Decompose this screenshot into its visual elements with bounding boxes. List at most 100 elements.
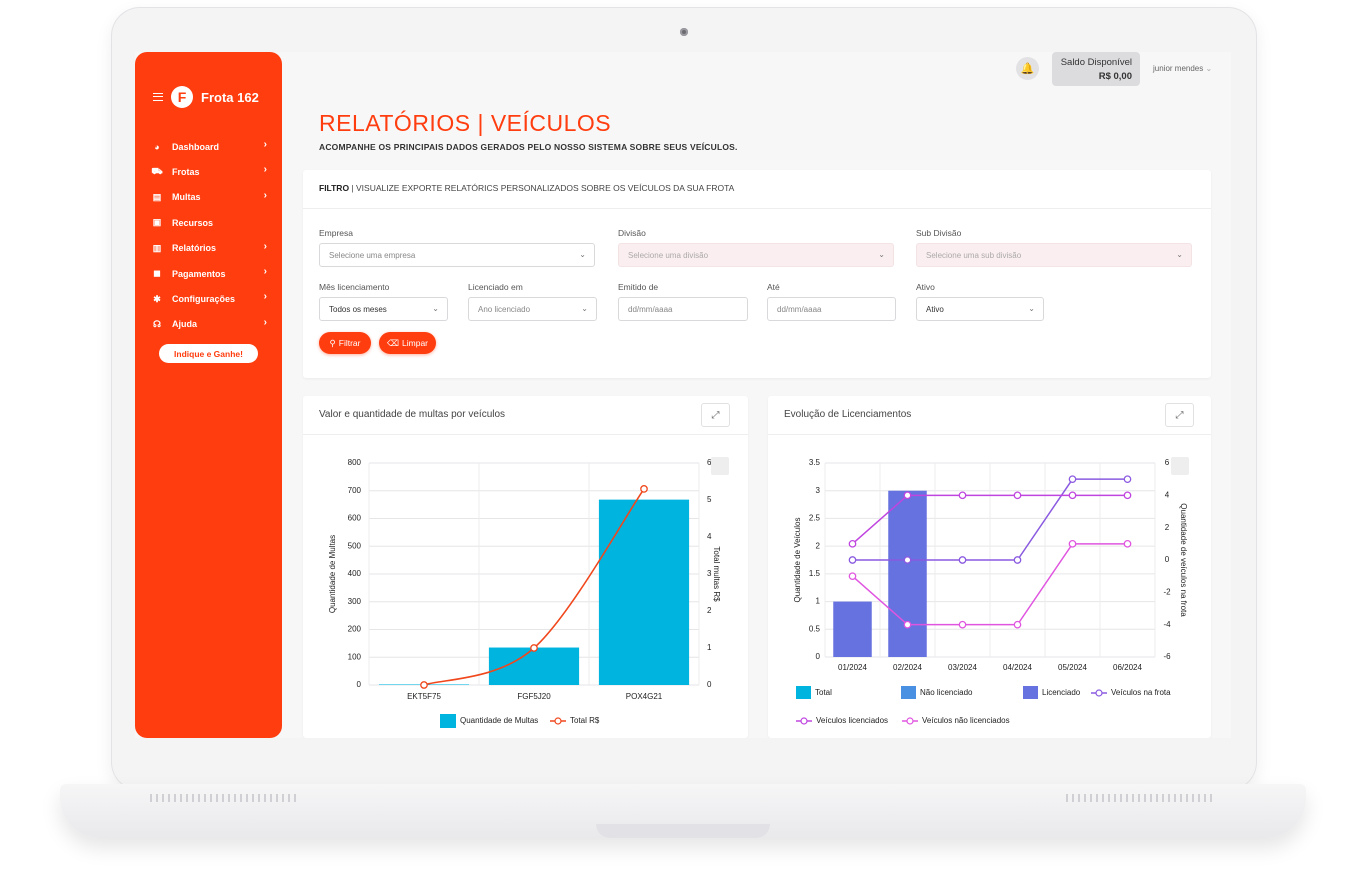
legend-label: Veículos na frota [1111, 688, 1171, 697]
gear-icon: ✱ [153, 293, 161, 304]
chevron-right-icon: › [263, 291, 267, 303]
line-point [1068, 475, 1077, 484]
divisao-placeholder: Selecione uma divisão [628, 251, 709, 260]
x-tick-label: EKT5F75 [407, 692, 441, 701]
eraser-icon: ⌫ [386, 337, 400, 348]
filter-heading: FILTRO | VISUALIZE EXPORTE RELATÓRICS PE… [319, 183, 734, 193]
y2-tick-label: 5 [707, 495, 712, 504]
y2-axis-label: Total multas R$ [712, 546, 721, 602]
sidebar: F Frota 162 ◕ Dashboard › ⛟ Frotas › ▤ Multas › ▣… [135, 52, 282, 738]
chevron-down-icon: ⌄ [1205, 64, 1213, 73]
chevron-right-icon: › [263, 265, 267, 277]
emitido-placeholder: dd/mm/aaaa [628, 305, 673, 314]
brand-name: Frota 162 [201, 89, 259, 105]
search-icon: ⚲ [329, 337, 336, 348]
bell-icon[interactable]: 🔔 [1016, 57, 1039, 80]
licenciado-select[interactable]: Ano licenciado ⌄ [468, 297, 597, 321]
indique-button[interactable]: Indique e Ganhe! [159, 344, 258, 363]
empresa-label: Empresa [319, 228, 354, 238]
y-tick-label: 700 [348, 486, 362, 495]
chevron-down-icon: ⌄ [1176, 250, 1183, 259]
legend-swatch [796, 686, 811, 699]
x-tick-label: 06/2024 [1113, 663, 1142, 672]
y2-tick-label: 6 [1165, 458, 1170, 467]
page-title-separator: | [477, 110, 484, 136]
saldo-box[interactable]: Saldo Disponível R$ 0,00 [1052, 52, 1140, 86]
filter-heading-text: | VISUALIZE EXPORTE RELATÓRICS PERSONALI… [349, 183, 735, 193]
y2-tick-label: 0 [707, 680, 712, 689]
logo-icon: F [171, 86, 193, 108]
chevron-right-icon: › [263, 316, 267, 328]
bar [833, 601, 872, 657]
menu-icon[interactable] [153, 93, 163, 101]
expand-icon[interactable]: ⤢ [1165, 403, 1194, 427]
line-point [903, 556, 912, 564]
limpar-button[interactable]: ⌫ Limpar [379, 332, 436, 354]
empresa-select[interactable]: Selecione uma empresa ⌄ [319, 243, 595, 267]
saldo-value: R$ 0,00 [1098, 71, 1132, 82]
divisao-select[interactable]: Selecione uma divisão ⌄ [618, 243, 894, 267]
camera-icon [680, 28, 688, 36]
bar [598, 499, 690, 685]
chevron-down-icon: ⌄ [878, 250, 885, 259]
sidebar-item-recursos[interactable]: ▣ Recursos [151, 210, 273, 235]
y2-tick-label: 3 [707, 569, 712, 578]
y-tick-label: 100 [348, 652, 362, 661]
sidebar-item-label: Frotas [172, 167, 200, 178]
y-tick-label: 600 [348, 514, 362, 523]
subdivisao-select[interactable]: Selecione uma sub divisão ⌄ [916, 243, 1192, 267]
ativo-select[interactable]: Ativo ⌄ [916, 297, 1044, 321]
x-tick-label: 01/2024 [838, 663, 867, 672]
sidebar-item-dashboard[interactable]: ◕ Dashboard › [151, 134, 273, 159]
y-tick-label: 2.5 [809, 514, 821, 523]
legend-swatch [554, 717, 562, 725]
y-axis-label: Quantidade de Veículos [793, 518, 802, 603]
page-title-sub: VEÍCULOS [490, 110, 612, 136]
legend-swatch [1095, 689, 1103, 697]
saldo-label: Saldo Disponível [1060, 57, 1132, 68]
chevron-down-icon: ⌄ [579, 250, 586, 259]
legend-label: Quantidade de Multas [460, 716, 538, 725]
sidebar-item-pagamentos[interactable]: ◼ Pagamentos › [151, 261, 273, 286]
bar [488, 647, 580, 685]
menu-icon [711, 457, 729, 475]
y-tick-label: 800 [348, 458, 362, 467]
filter-divider [303, 208, 1211, 209]
emitido-date-input[interactable]: dd/mm/aaaa [618, 297, 748, 321]
series-line [852, 494, 1128, 545]
sidebar-item-ajuda[interactable]: ☊ Ajuda › [151, 312, 273, 337]
chart-divider [303, 434, 748, 435]
expand-icon[interactable]: ⤢ [701, 403, 730, 427]
legend-label: Licenciado [1042, 688, 1081, 697]
multas-chart-title: Valor e quantidade de multas por veículo… [319, 409, 506, 420]
user-menu[interactable]: junior mendes ⌄ [1153, 64, 1212, 73]
line-point [1068, 491, 1077, 500]
sidebar-item-label: Multas [172, 192, 201, 203]
sidebar-item-multas[interactable]: ▤ Multas › [151, 185, 273, 210]
sidebar-item-frotas[interactable]: ⛟ Frotas › [151, 159, 273, 184]
page-title-main: RELATÓRIOS [319, 110, 471, 136]
filtrar-button[interactable]: ⚲ Filtrar [319, 332, 371, 354]
line-point [1123, 539, 1132, 548]
ativo-label: Ativo [916, 282, 935, 292]
line-point [640, 485, 648, 493]
filter-card: FILTRO | VISUALIZE EXPORTE RELATÓRICS PE… [303, 170, 1211, 378]
legend-swatch [901, 686, 916, 699]
chevron-down-icon: ⌄ [581, 304, 588, 313]
sidebar-item-configuracoes[interactable]: ✱ Configurações › [151, 286, 273, 311]
y-tick-label: 1 [816, 597, 821, 606]
y2-tick-label: 6 [707, 458, 712, 467]
legend-label: Total [815, 688, 832, 697]
emitido-label: Emitido de [618, 282, 659, 292]
sidebar-item-label: Dashboard [172, 141, 220, 152]
sidebar-item-relatorios[interactable]: ▥ Relatórios › [151, 236, 273, 261]
speaker-grille-right [1066, 794, 1216, 802]
y2-tick-label: 1 [707, 643, 712, 652]
line-point [848, 539, 857, 548]
legend-label: Não licenciado [920, 688, 973, 697]
divisao-label: Divisão [618, 228, 646, 238]
mes-select[interactable]: Todos os meses ⌄ [319, 297, 448, 321]
ate-date-input[interactable]: dd/mm/aaaa [767, 297, 896, 321]
wallet-icon: ◼ [153, 268, 161, 279]
y2-tick-label: 0 [1165, 555, 1170, 564]
